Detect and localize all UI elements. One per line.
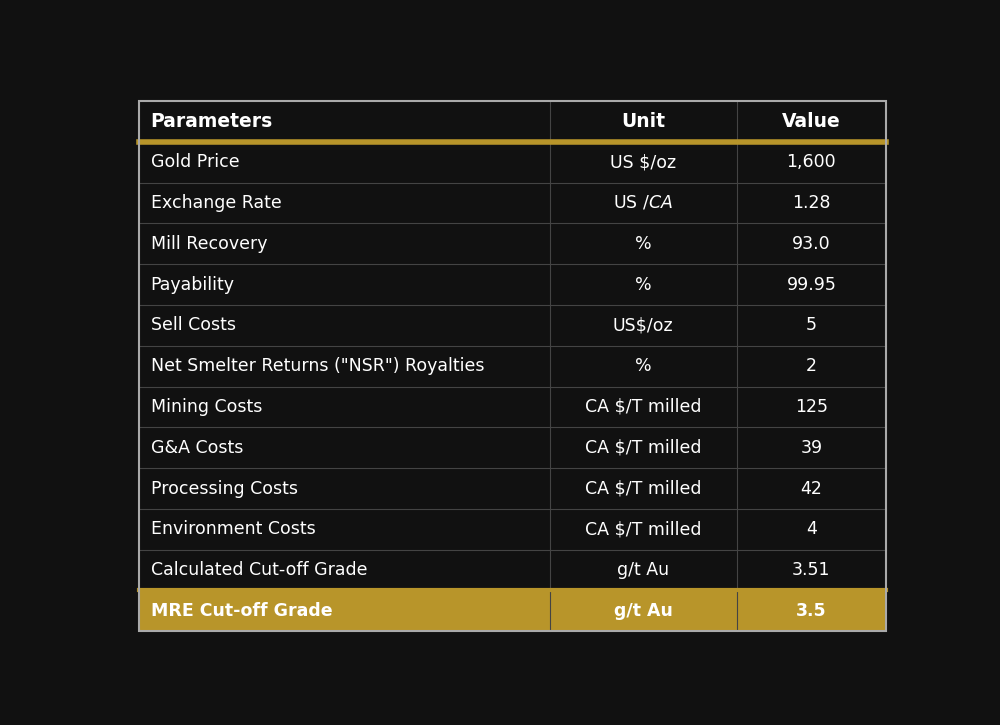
Text: G&A Costs: G&A Costs bbox=[151, 439, 243, 457]
Text: 5: 5 bbox=[806, 316, 817, 334]
Text: %: % bbox=[635, 357, 652, 375]
Text: %: % bbox=[635, 235, 652, 253]
Text: Sell Costs: Sell Costs bbox=[151, 316, 236, 334]
Text: Calculated Cut-off Grade: Calculated Cut-off Grade bbox=[151, 561, 367, 579]
Text: Payability: Payability bbox=[151, 276, 235, 294]
Text: 4: 4 bbox=[806, 521, 817, 538]
Text: Exchange Rate: Exchange Rate bbox=[151, 194, 281, 212]
Bar bbox=[139, 142, 886, 183]
Text: US$/oz: US$/oz bbox=[613, 316, 674, 334]
Text: 3.5: 3.5 bbox=[796, 602, 827, 620]
Text: 1.28: 1.28 bbox=[792, 194, 831, 212]
Text: 2: 2 bbox=[806, 357, 817, 375]
Text: 93.0: 93.0 bbox=[792, 235, 831, 253]
Text: CA $/T milled: CA $/T milled bbox=[585, 479, 701, 497]
Text: 42: 42 bbox=[800, 479, 822, 497]
Text: CA $/T milled: CA $/T milled bbox=[585, 439, 701, 457]
Text: CA $/T milled: CA $/T milled bbox=[585, 521, 701, 538]
Text: US $/oz: US $/oz bbox=[610, 153, 676, 171]
Bar bbox=[139, 427, 886, 468]
Bar bbox=[139, 590, 886, 631]
Text: US $/CA $: US $/CA $ bbox=[613, 194, 673, 212]
Text: Processing Costs: Processing Costs bbox=[151, 479, 298, 497]
Text: 125: 125 bbox=[795, 398, 828, 416]
Text: g/t Au: g/t Au bbox=[614, 602, 673, 620]
Text: Value: Value bbox=[782, 112, 841, 130]
Text: Mill Recovery: Mill Recovery bbox=[151, 235, 267, 253]
Bar bbox=[139, 223, 886, 264]
Text: Gold Price: Gold Price bbox=[151, 153, 239, 171]
Text: Mining Costs: Mining Costs bbox=[151, 398, 262, 416]
Bar bbox=[139, 509, 886, 550]
Text: g/t Au: g/t Au bbox=[617, 561, 669, 579]
Text: CA $/T milled: CA $/T milled bbox=[585, 398, 701, 416]
Bar bbox=[139, 468, 886, 509]
Text: 99.95: 99.95 bbox=[786, 276, 836, 294]
Text: MRE Cut-off Grade: MRE Cut-off Grade bbox=[151, 602, 332, 620]
Text: Unit: Unit bbox=[621, 112, 665, 130]
Text: Net Smelter Returns ("NSR") Royalties: Net Smelter Returns ("NSR") Royalties bbox=[151, 357, 484, 375]
Text: 1,600: 1,600 bbox=[787, 153, 836, 171]
Bar bbox=[139, 183, 886, 223]
Bar bbox=[139, 550, 886, 590]
Text: %: % bbox=[635, 276, 652, 294]
Text: Parameters: Parameters bbox=[151, 112, 273, 130]
Bar bbox=[139, 264, 886, 305]
Bar bbox=[139, 101, 886, 142]
Bar bbox=[139, 346, 886, 386]
Text: 39: 39 bbox=[800, 439, 822, 457]
Bar bbox=[139, 386, 886, 427]
Text: Environment Costs: Environment Costs bbox=[151, 521, 315, 538]
Text: 3.51: 3.51 bbox=[792, 561, 831, 579]
Bar bbox=[139, 305, 886, 346]
